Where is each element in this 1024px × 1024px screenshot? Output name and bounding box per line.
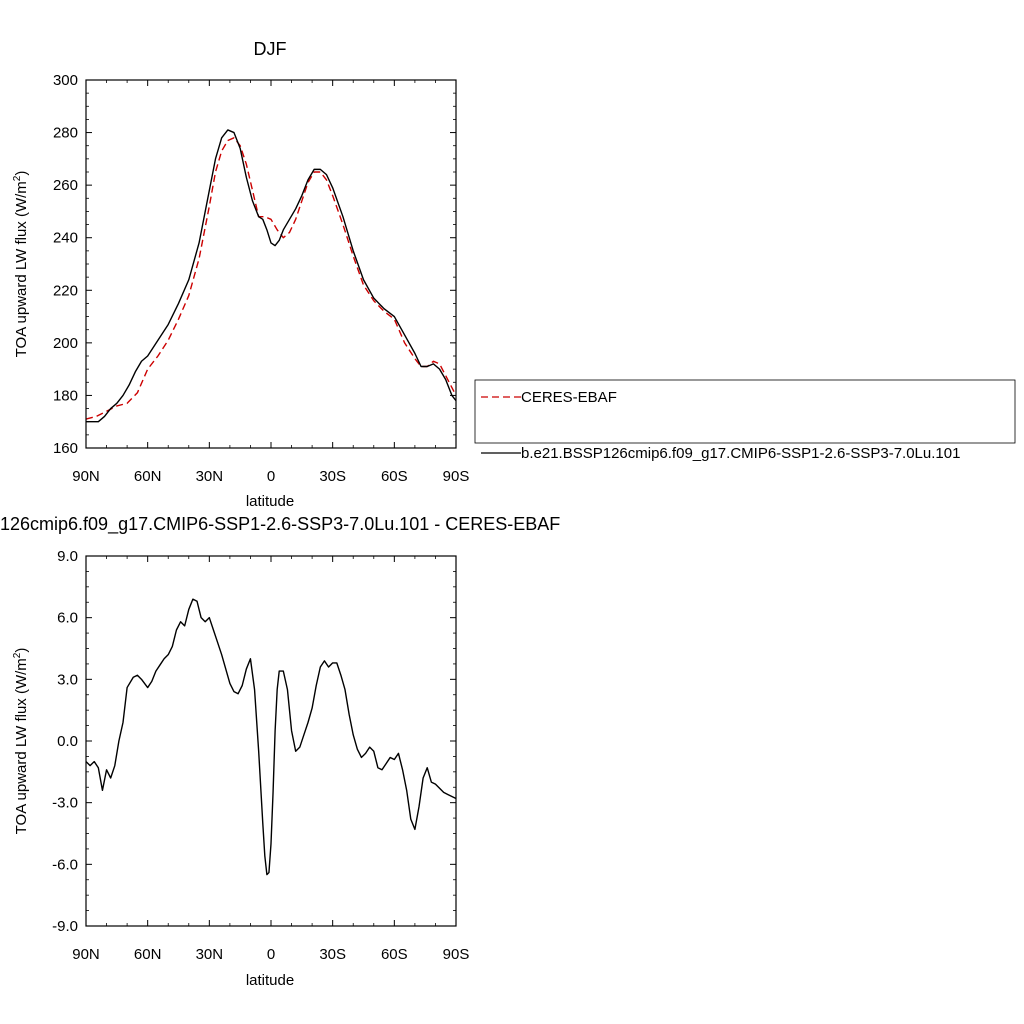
bottom-series-lines	[85, 598, 457, 876]
bottom-y-tick-labels: -9.0 -6.0 -3.0 0.0 3.0 6.0 9.0	[52, 548, 78, 935]
x-tick-label: 60N	[134, 468, 162, 485]
x-tick-label: 30S	[319, 468, 346, 485]
bottom-chart: 126cmip6.f09_g17.CMIP6-SSP1-2.6-SSP3-7.0…	[0, 514, 560, 989]
bottom-x-tick-labels: 90N 60N 30N 0 30S 60S 90S	[72, 946, 469, 963]
y-tick-label: 180	[53, 387, 78, 404]
x-tick-label: 0	[267, 946, 275, 963]
y-tick-label: 3.0	[57, 671, 78, 688]
top-y-axis-label: TOA upward LW flux (W/m2)	[12, 171, 30, 358]
x-tick-label: 90N	[72, 468, 100, 485]
x-tick-label: 30N	[196, 468, 224, 485]
legend-box	[474, 379, 1016, 444]
bottom-chart-title: 126cmip6.f09_g17.CMIP6-SSP1-2.6-SSP3-7.0…	[0, 514, 560, 535]
top-chart-title: DJF	[254, 39, 287, 59]
x-tick-label: 0	[267, 468, 275, 485]
y-tick-label: 260	[53, 177, 78, 194]
x-tick-label: 60S	[381, 468, 408, 485]
y-tick-label: 300	[53, 72, 78, 89]
top-y-tick-labels: 160 180 200 220 240 260 280 300	[53, 72, 78, 457]
y-tick-label: 0.0	[57, 733, 78, 750]
bottom-x-axis-label: latitude	[246, 972, 294, 989]
top-plot-frame	[85, 79, 457, 449]
x-tick-label: 30N	[196, 946, 224, 963]
top-x-axis-label: latitude	[246, 493, 294, 510]
y-tick-label: -9.0	[52, 918, 78, 935]
bot-series-line-0	[85, 598, 457, 876]
y-tick-label: 160	[53, 440, 78, 457]
top-series-line-0	[85, 137, 457, 420]
top-legend: CERES-EBAF b.e21.BSSP126cmip6.f09_g17.CM…	[474, 379, 1016, 462]
bottom-y-axis-label: TOA upward LW flux (W/m2)	[12, 648, 30, 835]
x-tick-label: 90S	[443, 468, 470, 485]
x-tick-label: 60N	[134, 946, 162, 963]
y-tick-label: -6.0	[52, 856, 78, 873]
top-tick-marks	[85, 79, 457, 449]
bottom-tick-marks	[85, 555, 457, 927]
y-tick-label: -3.0	[52, 795, 78, 812]
legend-label-model: b.e21.BSSP126cmip6.f09_g17.CMIP6-SSP1-2.…	[521, 445, 960, 462]
top-x-tick-labels: 90N 60N 30N 0 30S 60S 90S	[72, 468, 469, 485]
y-tick-label: 200	[53, 335, 78, 352]
top-series-line-1	[86, 129, 457, 423]
top-series-lines	[85, 129, 457, 423]
bottom-plot-frame	[85, 555, 457, 927]
top-chart: DJF 160 180 200 220 240 260 280 300 90N 60N 30N 0 3…	[12, 39, 1016, 510]
y-tick-label: 240	[53, 230, 78, 247]
y-tick-label: 220	[53, 282, 78, 299]
legend-label-ceres: CERES-EBAF	[521, 389, 617, 406]
y-tick-label: 6.0	[57, 610, 78, 627]
x-tick-label: 90S	[443, 946, 470, 963]
x-tick-label: 90N	[72, 946, 100, 963]
y-tick-label: 280	[53, 125, 78, 142]
y-tick-label: 9.0	[57, 548, 78, 565]
x-tick-label: 60S	[381, 946, 408, 963]
x-tick-label: 30S	[319, 946, 346, 963]
